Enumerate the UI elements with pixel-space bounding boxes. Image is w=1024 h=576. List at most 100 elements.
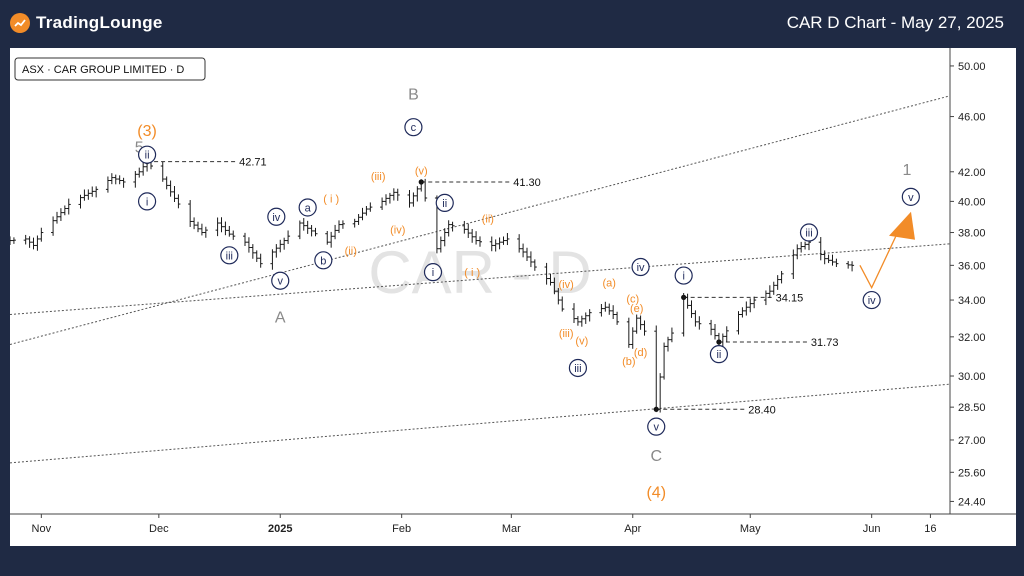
- wave-label: i: [674, 266, 693, 285]
- price-bar: [121, 177, 126, 188]
- price-bar: [11, 237, 16, 244]
- price-bar: [258, 253, 263, 268]
- price-bar: [799, 241, 804, 253]
- brand-logo-icon: [10, 13, 30, 33]
- chart-watermark: CAR - D: [368, 239, 591, 306]
- wave-label-text: iv: [868, 295, 876, 307]
- price-bar: [615, 311, 620, 325]
- price-bar: [736, 311, 741, 335]
- wave-label: iv: [631, 257, 650, 277]
- price-bar: [681, 293, 686, 337]
- header-bar: TradingLounge CAR D Chart - May 27, 2025: [0, 0, 1024, 48]
- price-bar: [160, 161, 165, 182]
- wave-label-circle: [220, 246, 239, 265]
- wave-label: ii: [137, 145, 157, 164]
- price-bar: [407, 189, 412, 208]
- price-bar: [364, 206, 369, 216]
- wave-label-text: (ii): [482, 213, 494, 225]
- price-bar: [360, 207, 365, 221]
- wave-label-text: (iv): [390, 224, 405, 236]
- wave-label-text: i: [432, 267, 434, 279]
- price-bar: [763, 290, 768, 306]
- price-bar: [438, 236, 443, 253]
- price-bar: [791, 249, 796, 279]
- price-bar: [497, 237, 502, 250]
- brand-logo[interactable]: TradingLounge: [10, 13, 163, 33]
- price-bar: [117, 175, 122, 185]
- wave-label-circle: [137, 145, 157, 164]
- wave-label: a: [298, 198, 317, 217]
- price-bar: [822, 250, 827, 265]
- price-bar: [826, 254, 831, 264]
- wave-label-text: b: [320, 255, 326, 267]
- price-bar: [380, 197, 385, 210]
- wave-label-circle: [404, 118, 423, 137]
- price-bar: [748, 298, 753, 313]
- price-bar: [333, 224, 338, 240]
- price-bar: [740, 307, 745, 318]
- price-bar: [548, 273, 553, 286]
- wave-label: iii: [799, 223, 819, 242]
- price-bar: [113, 174, 118, 185]
- wave-label-text: ii: [716, 349, 721, 361]
- price-bar: [31, 237, 36, 250]
- wave-label: iii: [568, 358, 588, 378]
- price-tick-label: 27.00: [958, 435, 986, 447]
- price-bar: [297, 220, 302, 240]
- price-bar: [337, 220, 341, 234]
- price-bar: [846, 261, 851, 269]
- price-bar: [462, 220, 467, 234]
- price-bar: [23, 234, 28, 245]
- wave-label-circle: [298, 198, 317, 217]
- wave-label-text: (c): [626, 293, 639, 305]
- wave-label-text: B: [408, 86, 419, 103]
- wave-label-text: i: [146, 196, 148, 208]
- wave-label: (a): [603, 277, 616, 289]
- symbol-label: ASX · CAR GROUP LIMITED · D: [22, 64, 184, 76]
- price-bar: [35, 235, 40, 251]
- date-tick-label: Nov: [32, 523, 52, 535]
- price-tick-label: 46.00: [958, 112, 986, 124]
- price-bar: [556, 288, 561, 305]
- wave-label: c: [404, 118, 423, 137]
- key-level-label: 28.40: [748, 404, 776, 416]
- price-bar: [716, 332, 721, 346]
- price-bar: [505, 233, 510, 246]
- price-bar: [669, 327, 674, 343]
- price-bar: [818, 237, 823, 261]
- price-bar: [188, 200, 193, 227]
- wave-label-circle: [314, 251, 333, 270]
- price-bar: [521, 243, 526, 258]
- wave-label-text: iii: [574, 363, 581, 375]
- price-bar: [493, 239, 498, 252]
- projection-line: [859, 229, 900, 290]
- price-bar: [199, 223, 204, 236]
- wave-label-text: (4): [646, 485, 666, 502]
- wave-label: 1: [902, 162, 911, 179]
- price-bar: [246, 237, 251, 253]
- wave-label: (c): [626, 293, 639, 305]
- wave-label-text: A: [275, 309, 286, 326]
- price-bar: [282, 237, 287, 250]
- chart-panel[interactable]: CAR - D 42.71 41.30 34.15 31.73 28.40 (3) 5 ii…: [10, 48, 1016, 546]
- price-bar: [532, 259, 537, 271]
- wave-label-text: iv: [272, 212, 280, 224]
- price-bar: [446, 220, 451, 237]
- wave-label: v: [647, 417, 666, 436]
- price-bar: [82, 189, 87, 201]
- price-bar: [607, 303, 612, 315]
- price-bar: [278, 239, 283, 253]
- price-bar: [356, 214, 361, 225]
- price-bar: [192, 217, 197, 230]
- price-bar: [39, 227, 44, 242]
- wave-label-text: ii: [145, 150, 150, 162]
- wave-label: (d): [634, 347, 647, 359]
- price-bar: [340, 220, 345, 229]
- wave-label: C: [650, 448, 662, 465]
- price-bar: [626, 317, 631, 348]
- price-bar: [478, 236, 482, 247]
- chart-title: CAR D Chart - May 27, 2025: [786, 13, 1004, 32]
- price-bar: [168, 180, 173, 197]
